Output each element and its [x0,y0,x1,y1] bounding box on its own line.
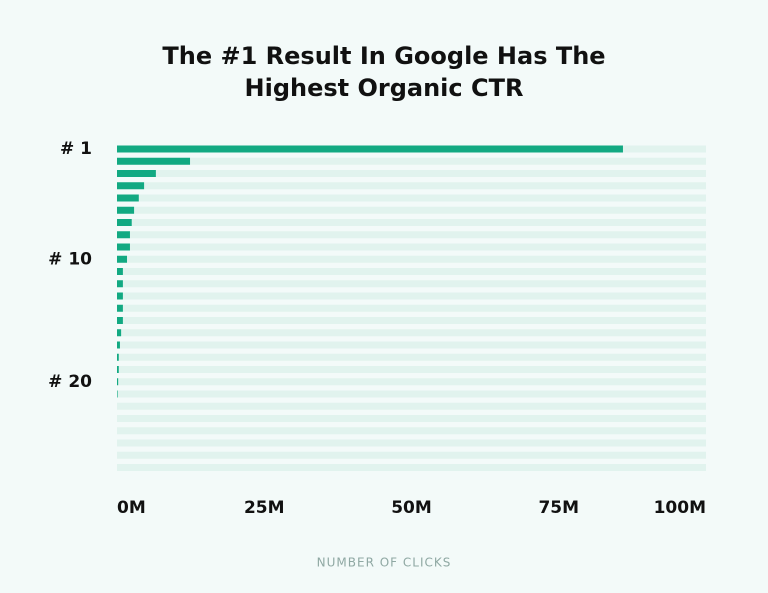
row-stripe [117,464,706,471]
bar [117,255,128,263]
row-stripe [117,206,706,214]
row-stripe [117,243,706,251]
bar [117,329,122,337]
row-stripe [117,329,706,337]
bar [117,268,123,275]
x-tick-label: 25M [244,498,285,518]
y-tick-label: # 10 [48,249,92,269]
x-tick-label: 75M [538,498,579,518]
bar [117,231,130,239]
x-tick-label: 0M [117,498,146,518]
row-stripe [117,415,706,422]
row-stripe [117,402,706,410]
row-stripe [117,451,706,459]
row-stripe [117,366,706,373]
bar [117,243,130,251]
bar [117,145,623,153]
row-stripe [117,255,706,263]
y-tick-label: # 1 [60,139,92,159]
row-stripe [117,231,706,239]
row-stripe [117,353,706,361]
bar [117,378,119,386]
row-stripe [117,182,706,190]
bar [117,390,118,398]
y-tick-label: # 20 [48,372,92,392]
bar [117,170,156,177]
row-stripe [117,439,706,447]
row-stripe [117,194,706,202]
bar [117,317,123,324]
bar [117,366,119,373]
chart-title: Highest Organic CTR [245,74,524,102]
row-stripe [117,268,706,275]
row-stripe [117,341,706,349]
bar [117,280,123,288]
row-stripe [117,390,706,398]
row-stripe [117,219,706,226]
bar [117,353,119,361]
chart-title: The #1 Result In Google Has The [162,42,605,70]
x-axis-label: NUMBER OF CLICKS [317,556,452,570]
row-stripe [117,170,706,177]
row-stripe [117,280,706,288]
x-tick-label: 100M [654,498,706,518]
row-stripe [117,317,706,324]
bar [117,157,191,165]
row-stripe [117,304,706,312]
row-stripe [117,378,706,386]
bar [117,304,123,312]
row-stripe [117,427,706,435]
bar [117,219,132,226]
bar [117,194,139,202]
bar [117,292,123,300]
row-stripe [117,292,706,300]
bar [117,206,135,214]
x-tick-label: 50M [391,498,432,518]
bar [117,341,120,349]
row-stripe [117,157,706,165]
bar [117,182,145,190]
